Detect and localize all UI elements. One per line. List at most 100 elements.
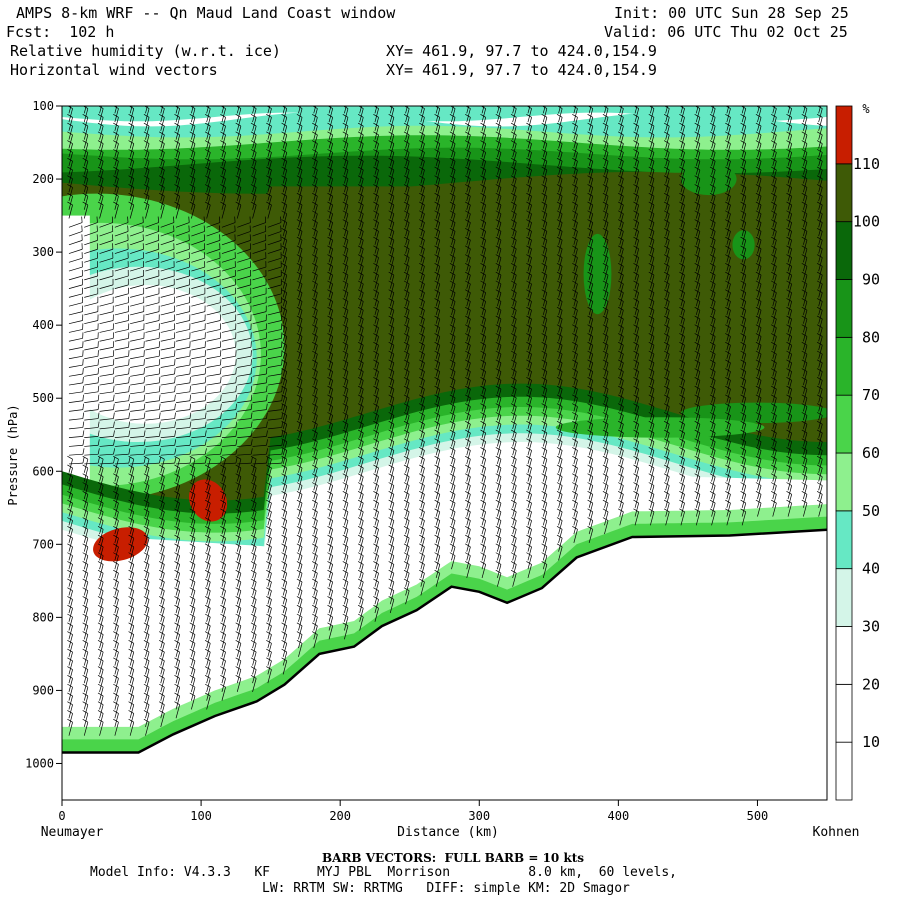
wind-barb-flag [510,482,517,486]
wind-barb-flag [281,657,287,662]
wind-barb-flag [403,482,410,486]
wind-barb-flag [312,438,318,442]
wind-barb [298,476,303,491]
wind-barb-flag [541,534,548,539]
wind-barb [634,117,640,131]
wind-barb-flag [663,114,670,118]
wind-barb-flag [510,350,517,355]
wind-barb [604,406,609,421]
wind-barb [221,651,226,666]
wind-barb-flag [663,350,670,355]
wind-barb [573,494,578,508]
wind-barb [512,424,517,438]
wind-barb-flag [587,254,593,258]
wind-barb [313,590,318,605]
wind-barb-flag [266,184,272,188]
wind-barb-flag [587,227,593,232]
wind-barb-flag [189,675,196,679]
wind-barb [68,248,83,254]
wind-barb [573,117,578,131]
wind-barb [481,222,487,237]
wind-barb-flag [220,439,223,446]
wind-barb [99,240,113,246]
wind-barb [313,608,318,622]
wind-barb-flag [159,166,165,171]
wind-barb [451,196,456,210]
wind-barb-flag [648,429,655,434]
wind-barb [313,106,317,114]
wind-barb [588,239,594,254]
wind-barb [68,355,83,360]
wind-barb [252,444,267,447]
wind-barb-flag [388,236,395,241]
wind-barb [405,117,410,131]
wind-barb [527,476,532,491]
wind-barb-flag [465,175,471,179]
wind-barb-flag [357,131,364,136]
wind-barb [389,239,395,254]
wind-barb [405,134,410,149]
wind-barb-flag [648,184,655,188]
wind-barb [282,564,288,579]
wind-barb [282,345,288,359]
wind-barb-flag [541,175,548,179]
wind-barb [374,555,379,570]
wind-barb [512,301,517,316]
wind-barb [344,476,349,491]
wind-barb [175,590,181,605]
wind-barb-flag [465,324,471,329]
wind-barb-flag [587,280,593,285]
wind-barb [665,301,670,316]
wind-barb [650,415,655,429]
wind-barb-flag [403,184,410,188]
wind-barb [114,467,119,482]
wind-barb-flag [220,587,226,591]
wind-barb [374,108,379,123]
wind-barb-flag [480,499,486,504]
wind-barb-flag [235,622,242,627]
wind-barb-flag [556,157,563,162]
wind-barb-flag [449,447,456,451]
wind-barb [374,599,379,614]
wind-barb-flag [618,192,624,197]
wind-barb-flag [633,219,639,223]
wind-barb [129,117,135,131]
wind-barb [466,106,470,114]
wind-barb [206,152,211,166]
wind-barb [313,616,318,631]
wind-barb-flag [128,675,134,679]
wind-barb [129,459,135,473]
wind-barb-flag [373,490,379,495]
wind-barb [328,415,334,429]
wind-barb-flag [648,368,655,372]
wind-barb-flag [67,534,73,539]
wind-barb [527,292,532,307]
wind-barb [221,106,225,114]
wind-barb [466,213,471,228]
wind-barb [313,143,318,158]
wind-barb [588,511,594,526]
wind-barb-flag [312,464,318,469]
wind-barb-flag [541,149,548,153]
wind-barb [145,660,150,675]
wind-barb [542,371,548,386]
wind-barb-flag [266,587,272,591]
wind-barb-flag [633,324,639,329]
wind-barb-flag [495,429,502,434]
wind-barb [527,178,532,193]
wind-barb [558,502,563,517]
wind-barb-flag [189,439,192,446]
wind-barb-flag [204,587,211,591]
wind-barb [527,546,532,561]
wind-barb [466,564,471,579]
wind-barb [634,380,640,394]
wind-barb [542,406,548,421]
wind-barb-flag [312,517,318,521]
wind-barb-flag [266,448,268,455]
wind-barb-flag [465,227,471,232]
wind-barb-flag [250,499,257,504]
wind-barb [99,338,114,342]
wind-barb-flag [633,385,639,390]
wind-barb-flag [296,569,303,574]
wind-barb [99,329,114,333]
